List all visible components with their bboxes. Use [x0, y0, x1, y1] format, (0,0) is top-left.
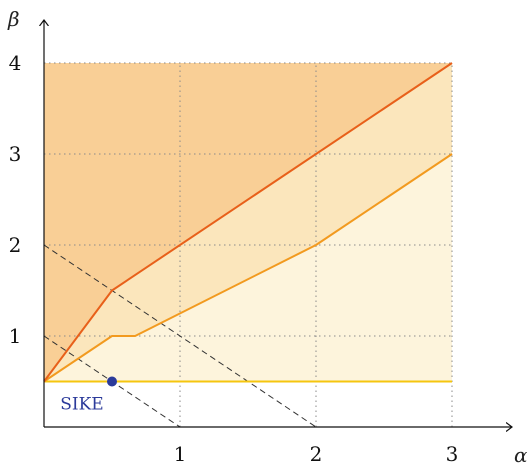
- y-tick-label: 3: [9, 142, 22, 166]
- y-tick-label: 4: [9, 51, 22, 75]
- y-tick-label: 1: [9, 324, 22, 348]
- series-line: [43, 62, 453, 383]
- annotations: SIKE: [60, 376, 117, 415]
- x-axis-label: α: [514, 443, 527, 467]
- y-tick-label: 2: [9, 233, 22, 257]
- x-tick-label: 1: [174, 442, 187, 466]
- dashed-line: [43, 244, 317, 428]
- x-tick-label: 3: [446, 442, 459, 466]
- axes: [44, 20, 512, 427]
- shaded-regions: [44, 63, 452, 382]
- region-top: [44, 63, 452, 382]
- x-tick-label: 2: [310, 442, 323, 466]
- y-axis-label: β: [7, 7, 20, 31]
- annotation-point: [107, 376, 117, 387]
- tick-labels: 1 2 3 1 2 3 4: [9, 51, 459, 466]
- annotation-label: SIKE: [60, 395, 103, 415]
- series-line: [43, 153, 453, 383]
- grid: [44, 62, 453, 427]
